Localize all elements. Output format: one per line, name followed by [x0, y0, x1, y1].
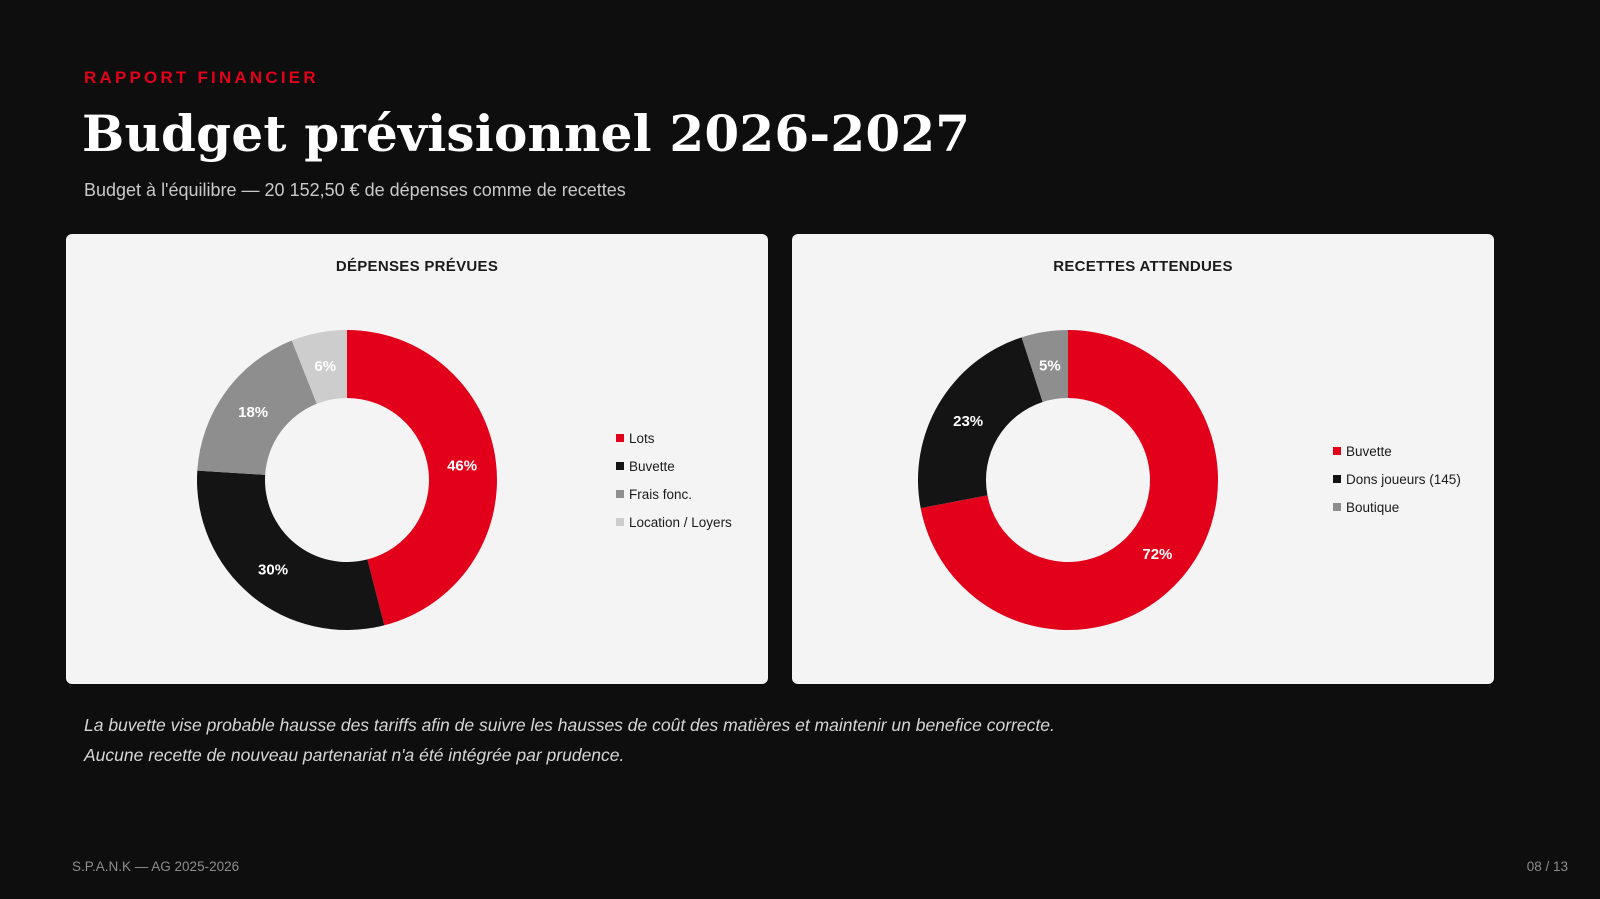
- legend-item-lots: Lots: [616, 424, 732, 452]
- legend-item-buvette: Buvette: [616, 452, 732, 480]
- legend-swatch: [616, 434, 624, 442]
- section-kicker: RAPPORT FINANCIER: [84, 68, 319, 87]
- footer-organization: S.P.A.N.K — AG 2025-2026: [72, 859, 240, 874]
- expenses-legend: Lots Buvette Frais fonc. Location / Loyers: [616, 424, 732, 536]
- slice-frais-fonc: [197, 340, 317, 475]
- expenses-chart-card: DÉPENSES PRÉVUES 46% 30% 18% 6% Lots Buvette…: [66, 234, 768, 684]
- slice-lots: [347, 330, 498, 626]
- legend-swatch: [616, 462, 624, 470]
- legend-label: Buvette: [629, 458, 675, 474]
- legend-swatch: [616, 518, 624, 526]
- slice-label-buvette: 30%: [258, 561, 288, 578]
- expenses-donut-chart: 46% 30% 18% 6%: [197, 330, 498, 630]
- revenue-donut-chart: 72% 23% 5%: [918, 330, 1218, 630]
- legend-item-dons-joueurs-145: Dons joueurs (145): [1333, 465, 1461, 493]
- page-number: 08 / 13: [1526, 859, 1568, 874]
- page-subtitle: Budget à l'équilibre — 20 152,50 € de dé…: [84, 180, 626, 200]
- legend-label: Dons joueurs (145): [1346, 471, 1461, 487]
- legend-item-boutique: Boutique: [1333, 493, 1461, 521]
- revenue-chart-title: RECETTES ATTENDUES: [1053, 258, 1233, 275]
- legend-item-location-loyers: Location / Loyers: [616, 508, 732, 536]
- legend-label: Location / Loyers: [629, 514, 732, 530]
- slice-buvette: [197, 470, 385, 630]
- slice-label-frais-fonc: 18%: [238, 404, 268, 421]
- slice-label-location-loyers: 6%: [314, 358, 336, 375]
- expenses-chart-title: DÉPENSES PRÉVUES: [335, 258, 499, 275]
- slice-label-boutique: 5%: [1039, 357, 1061, 374]
- slice-label-dons-joueurs-145: 23%: [953, 413, 983, 430]
- note-line: La buvette vise probable hausse des tari…: [84, 715, 1055, 735]
- page-title: Budget prévisionnel 2026-2027: [82, 104, 971, 163]
- legend-item-frais-fonc: Frais fonc.: [616, 480, 732, 508]
- legend-label: Buvette: [1346, 443, 1392, 459]
- legend-swatch: [1333, 503, 1341, 511]
- revenue-legend: Buvette Dons joueurs (145) Boutique: [1333, 437, 1461, 521]
- revenue-chart-card: RECETTES ATTENDUES 72% 23% 5% Buvette Dons …: [792, 234, 1494, 684]
- legend-swatch: [1333, 447, 1341, 455]
- note-line: Aucune recette de nouveau partenariat n'…: [84, 745, 625, 765]
- legend-item-buvette: Buvette: [1333, 437, 1461, 465]
- legend-label: Boutique: [1346, 499, 1400, 515]
- budget-notes: La buvette vise probable hausse des tari…: [84, 710, 1055, 770]
- legend-label: Frais fonc.: [629, 486, 693, 502]
- legend-swatch: [1333, 475, 1341, 483]
- slice-label-lots: 46%: [447, 457, 477, 474]
- slice-label-buvette: 72%: [1142, 546, 1172, 563]
- legend-swatch: [616, 490, 624, 498]
- slice-buvette: [920, 330, 1218, 630]
- legend-label: Lots: [629, 430, 655, 446]
- slice-location-loyers: [291, 330, 347, 404]
- slice-boutique: [1021, 330, 1068, 403]
- slice-dons-joueurs-145: [918, 337, 1043, 509]
